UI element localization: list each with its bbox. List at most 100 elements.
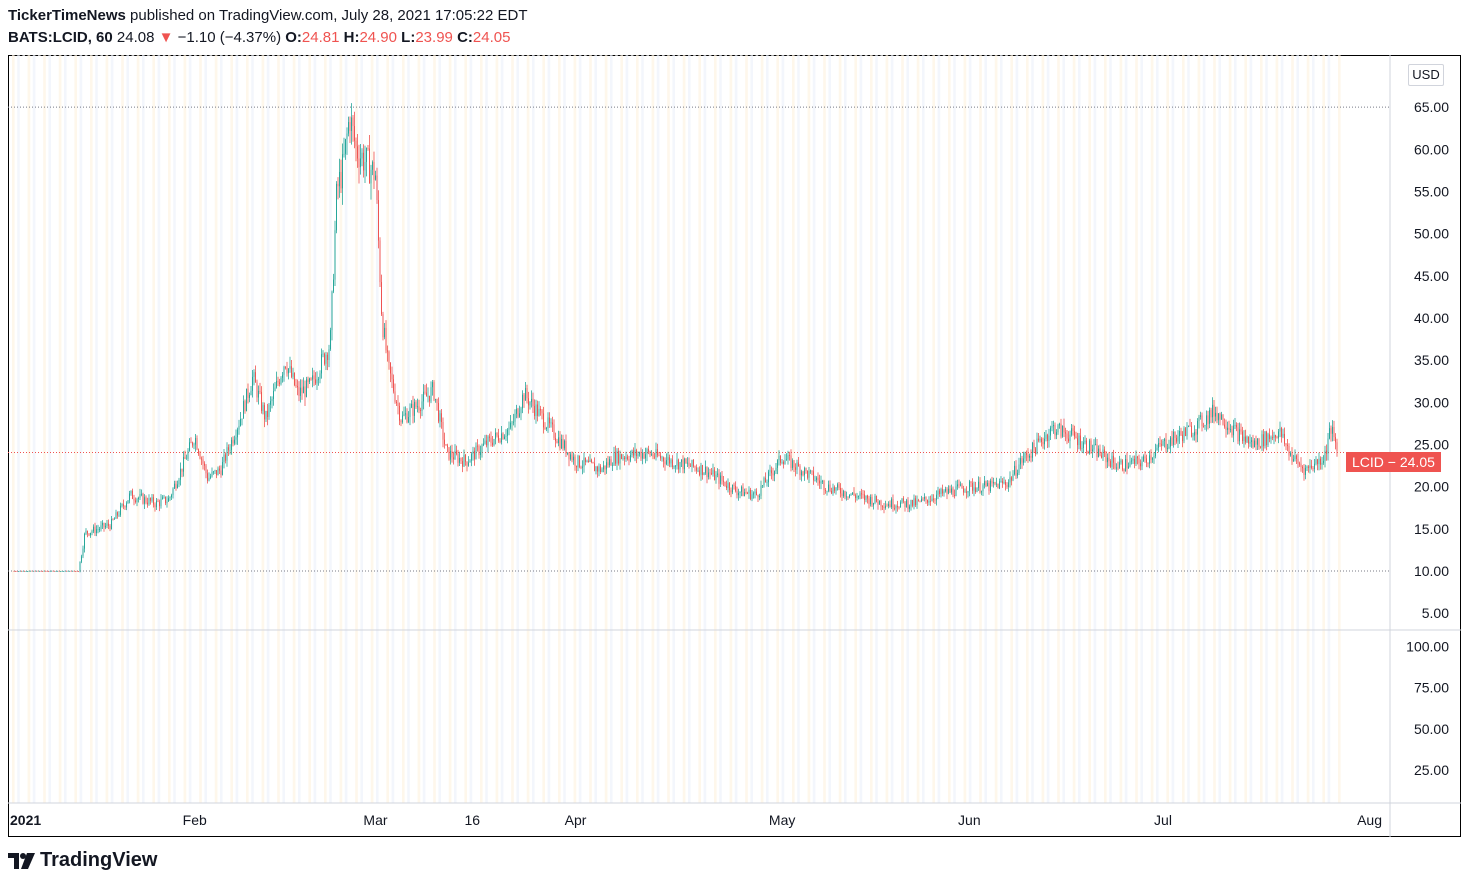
- candle-body: [141, 493, 142, 495]
- time-axis[interactable]: 2021 Feb Mar 16 Apr May Jun Jul Aug: [10, 812, 1382, 828]
- session-stripe: [448, 55, 452, 803]
- candle-body: [780, 455, 781, 463]
- session-stripe: [755, 55, 759, 803]
- session-stripe: [292, 55, 296, 803]
- candle-body: [963, 488, 964, 493]
- session-stripe: [162, 55, 166, 803]
- candle-body: [1176, 437, 1177, 442]
- currency-label[interactable]: USD: [1408, 64, 1444, 86]
- candle-body: [186, 458, 187, 460]
- candle-body: [213, 471, 214, 473]
- candle-body: [283, 366, 285, 375]
- session-stripe: [1202, 55, 1206, 803]
- chart-frame: [8, 55, 1461, 837]
- candle-body: [798, 462, 799, 467]
- candle-body: [1005, 482, 1006, 486]
- candle-body: [414, 402, 415, 416]
- candle-body: [13, 570, 15, 572]
- candle-body: [532, 398, 534, 407]
- candle-body: [772, 473, 774, 476]
- candle-body: [261, 392, 262, 411]
- candle-body: [1000, 481, 1002, 483]
- candle-body: [300, 387, 301, 396]
- session-stripe: [235, 55, 239, 803]
- candle-body: [1219, 413, 1221, 420]
- candle-body: [145, 497, 147, 503]
- candle-body: [841, 493, 843, 497]
- candle-body: [1105, 452, 1107, 463]
- author-name[interactable]: TickerTimeNews: [8, 7, 126, 24]
- candle-body: [745, 492, 747, 493]
- candle-body: [231, 439, 232, 450]
- candle-body: [496, 432, 498, 436]
- candle-body: [1183, 428, 1185, 442]
- high-label: H:: [343, 29, 360, 46]
- time-tick-label: 2021: [10, 812, 41, 828]
- candle-body: [225, 454, 226, 461]
- session-stripe: [266, 55, 270, 803]
- candle-body: [795, 467, 796, 470]
- candle-body: [342, 154, 343, 189]
- candle-body: [405, 413, 406, 415]
- candle-body: [295, 385, 297, 387]
- candle-body: [549, 417, 550, 424]
- session-stripe: [896, 55, 899, 803]
- candle-body: [612, 465, 613, 467]
- candle-body: [364, 161, 366, 171]
- candle-body: [942, 488, 943, 494]
- session-stripe: [667, 55, 670, 803]
- session-stripe: [412, 55, 415, 803]
- price-axis[interactable]: 5.00 10.00 15.00 20.00 25.00 30.00 35.00 40.00 4…: [1406, 99, 1449, 778]
- candle-body: [1246, 436, 1248, 443]
- candle-body: [1212, 404, 1213, 418]
- candle-body: [571, 454, 573, 461]
- candle-body: [88, 533, 90, 536]
- candle-body: [1008, 482, 1009, 488]
- candle-body: [856, 496, 858, 498]
- candle-body: [262, 405, 264, 411]
- down-arrow-icon: ▼: [158, 29, 174, 46]
- candle-body: [27, 571, 28, 572]
- candle-body: [819, 480, 820, 484]
- candle-body: [1120, 460, 1122, 463]
- candle-body: [730, 490, 732, 493]
- candle-body: [1179, 431, 1180, 437]
- candle-body: [870, 496, 871, 505]
- candle-body: [910, 499, 912, 507]
- candle-body: [366, 148, 367, 162]
- session-stripe: [79, 55, 83, 803]
- symbol-label[interactable]: BATS:LCID, 60: [8, 29, 113, 46]
- candle-body: [544, 427, 546, 429]
- candle-body: [852, 492, 853, 495]
- candle-body: [982, 485, 984, 492]
- candle-body: [945, 489, 946, 492]
- candle-body: [28, 570, 30, 572]
- candle-body: [871, 496, 873, 506]
- candle-body: [1234, 425, 1236, 426]
- candle-body: [657, 449, 658, 456]
- candle-body: [114, 518, 115, 520]
- candle-body: [769, 470, 771, 472]
- candle-body: [1075, 436, 1077, 439]
- session-stripe: [630, 55, 634, 803]
- session-stripe: [974, 55, 977, 803]
- price-chart[interactable]: 5.00 10.00 15.00 20.00 25.00 30.00 35.00 40.00 4…: [8, 55, 1461, 837]
- session-stripe: [178, 55, 181, 803]
- candle-body: [1006, 485, 1008, 488]
- tradingview-logo[interactable]: TradingView: [8, 849, 157, 872]
- candle-body: [550, 422, 552, 424]
- session-stripe: [1083, 55, 1086, 803]
- candle-body: [846, 496, 847, 498]
- candle-body: [552, 422, 553, 425]
- candle-body: [408, 417, 409, 423]
- candle-body: [1210, 410, 1212, 418]
- candle-body: [124, 506, 126, 508]
- candle-body: [1108, 457, 1110, 462]
- candle-body: [1281, 428, 1282, 437]
- candle-body: [817, 477, 819, 481]
- candle-body: [1221, 414, 1222, 420]
- candle-body: [771, 470, 772, 474]
- session-stripe: [1176, 55, 1180, 803]
- candle-body: [354, 126, 355, 141]
- candle-body: [1062, 425, 1063, 437]
